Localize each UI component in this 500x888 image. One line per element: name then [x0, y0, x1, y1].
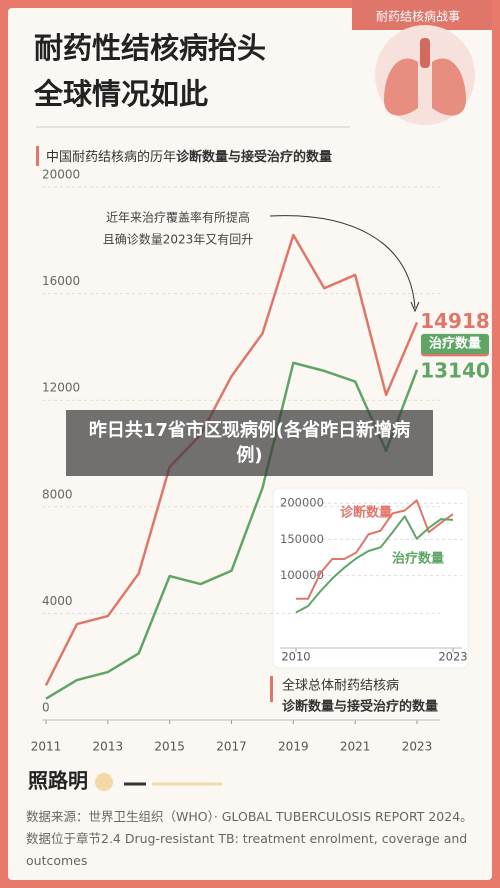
y-tick-label: 16000 — [42, 274, 80, 288]
series-name: 治疗数量 — [392, 551, 444, 567]
annotation-arrow — [269, 215, 416, 309]
y-tick-label: 20000 — [42, 168, 80, 182]
chart-title-part: 诊断数量与接受治疗的数量 — [176, 149, 332, 165]
tag: 耐药结核病战事 — [376, 9, 460, 24]
x-tick-label: 2021 — [340, 740, 371, 754]
title-line: 耐药性结核病抬头 — [34, 31, 266, 65]
y-tick-label: 150000 — [280, 532, 324, 546]
x-tick-label: 2023 — [402, 740, 433, 754]
arrow-head — [410, 301, 420, 313]
title-accent — [36, 146, 39, 166]
x-tick-label: 2013 — [93, 740, 124, 754]
x-tick-label: 2019 — [278, 740, 309, 754]
inset-card — [272, 487, 469, 669]
y-tick-label: 100000 — [280, 568, 324, 582]
y-tick-label: 0 — [42, 701, 50, 715]
annotation: 近年来治疗覆盖率有所提高 — [106, 210, 250, 225]
overlay-banner: 昨日共17省市区现病例(各省昨日新增病例) — [66, 410, 433, 476]
y-tick-label: 12000 — [42, 381, 80, 395]
x-tick-label: 2011 — [31, 740, 62, 754]
logo: 照路明 — [28, 769, 88, 793]
title-line: 全球情况如此 — [33, 77, 208, 111]
inset-title-accent — [270, 676, 273, 702]
y-tick-label: 200000 — [280, 496, 324, 510]
x-tick-label: 2010 — [281, 650, 310, 664]
annotation: 且确诊数量2023年又有回升 — [103, 232, 254, 247]
chart-title: 中国耐药结核病的历年诊断数量与接受治疗的数量 — [46, 149, 332, 165]
series-name-box — [421, 333, 489, 354]
value-label: 13140 — [420, 358, 490, 382]
series-name: 诊断数量 — [340, 505, 392, 521]
series-line — [45, 361, 419, 700]
y-tick-label: 4000 — [42, 594, 73, 608]
series-line — [44, 233, 419, 686]
tag-bg — [352, 0, 492, 30]
x-tick-label: 2023 — [438, 650, 467, 664]
series-line — [296, 499, 454, 600]
x-tick-label: 2015 — [154, 740, 185, 754]
series-name: 治疗数量 — [429, 335, 481, 351]
series-line — [295, 515, 454, 614]
x-tick-label: 2017 — [216, 740, 247, 754]
lung-icon — [375, 25, 475, 125]
logo-dot — [95, 773, 113, 791]
source: 数据来源：世界卫生组织（WHO）· GLOBAL TUBERCULOSIS RE… — [26, 809, 473, 868]
inset-title: 诊断数量与接受治疗的数量 — [282, 699, 438, 715]
chart-title-part: 中国耐药结核病的历年 — [46, 149, 176, 165]
inset-title: 全球总体耐药结核病 — [282, 678, 399, 694]
y-tick-label: 8000 — [42, 487, 73, 501]
value-label: 14918 — [420, 309, 490, 333]
